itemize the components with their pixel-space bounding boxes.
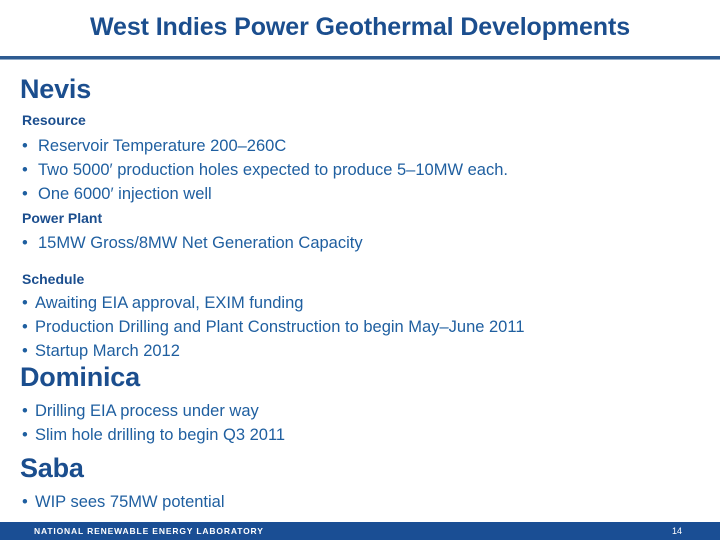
list-item: • Slim hole drilling to begin Q3 2011 [0,423,720,447]
bullet-icon: • [22,493,28,511]
bullet-list-power-plant: • 15MW Gross/8MW Net Generation Capacity [0,231,720,255]
subheading-power-plant: Power Plant [22,210,103,226]
title-divider-shadow [0,59,720,60]
bullet-list-saba: • WIP sees 75MW potential [0,490,720,514]
bullet-icon: • [22,342,28,360]
list-item-label: Awaiting EIA approval, EXIM funding [35,294,304,312]
bullet-list-resource: • Reservoir Temperature 200–260C • Two 5… [0,134,720,206]
section-heading-saba: Saba [20,453,84,483]
list-item: • One 6000′ injection well [0,182,720,206]
list-item-label: One 6000′ injection well [38,185,212,203]
list-item-label: Drilling EIA process under way [35,402,259,420]
list-item-label: WIP sees 75MW potential [35,493,225,511]
list-item-label: Production Drilling and Plant Constructi… [35,318,525,336]
list-item: • Drilling EIA process under way [0,399,720,423]
list-item: • Awaiting EIA approval, EXIM funding [0,291,720,315]
slide-footer-bar: NATIONAL RENEWABLE ENERGY LABORATORY 14 [0,522,720,540]
list-item-label: Startup March 2012 [35,342,180,360]
section-heading-dominica: Dominica [20,362,140,392]
list-item: • Startup March 2012 [0,339,720,363]
slide-title-area: West Indies Power Geothermal Development… [0,0,720,60]
organization-name: NATIONAL RENEWABLE ENERGY LABORATORY [34,526,264,536]
bullet-icon: • [22,318,28,336]
list-item: • Reservoir Temperature 200–260C [0,134,720,158]
list-item-label: Reservoir Temperature 200–260C [38,137,287,155]
section-heading-nevis: Nevis [20,74,92,104]
slide-body: Nevis Resource • Reservoir Temperature 2… [0,62,720,517]
subheading-schedule: Schedule [22,271,85,287]
bullet-icon: • [22,234,28,252]
bullet-icon: • [22,137,28,155]
bullet-list-dominica: • Drilling EIA process under way • Slim … [0,399,720,447]
subheading-resource: Resource [22,112,86,128]
bullet-icon: • [22,402,28,420]
list-item-label: Slim hole drilling to begin Q3 2011 [35,426,286,444]
bullet-icon: • [22,294,28,312]
list-item: • WIP sees 75MW potential [0,490,720,514]
bullet-icon: • [22,426,28,444]
list-item: • Two 5000′ production holes expected to… [0,158,720,182]
bullet-icon: • [22,185,28,203]
list-item-label: 15MW Gross/8MW Net Generation Capacity [38,234,363,252]
bullet-icon: • [22,161,28,179]
list-item-label: Two 5000′ production holes expected to p… [38,161,508,179]
page-title: West Indies Power Geothermal Development… [89,13,631,41]
bullet-list-schedule: • Awaiting EIA approval, EXIM funding • … [0,291,720,363]
title-divider [0,56,720,59]
list-item: • 15MW Gross/8MW Net Generation Capacity [0,231,720,255]
list-item: • Production Drilling and Plant Construc… [0,315,720,339]
page-number: 14 [671,526,682,536]
